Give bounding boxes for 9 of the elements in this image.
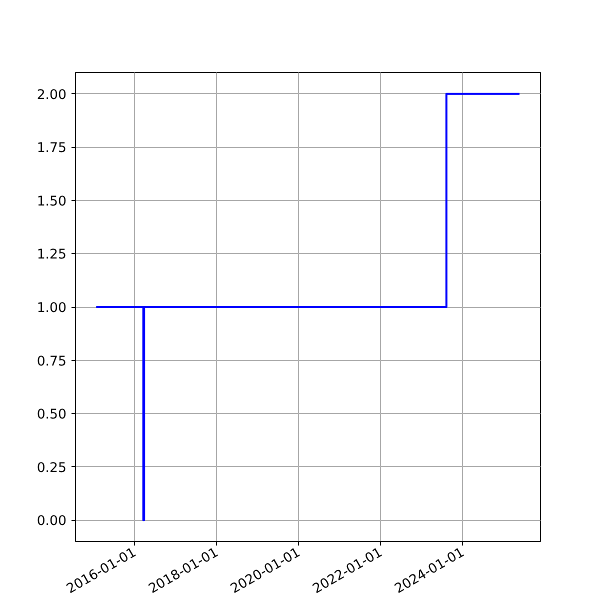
- y-tick-label: 1.75: [36, 141, 67, 156]
- y-tick-label: 1.00: [36, 301, 67, 316]
- y-tick-label: 0.75: [36, 354, 67, 370]
- y-tick-label: 2.00: [36, 88, 67, 103]
- y-tick-label: 1.25: [36, 248, 67, 263]
- y-tick-label: 0.25: [36, 460, 67, 476]
- y-tick-label: 0.00: [36, 514, 67, 530]
- y-tick-label: 0.50: [36, 408, 67, 423]
- y-tick-label: 1.50: [36, 194, 67, 210]
